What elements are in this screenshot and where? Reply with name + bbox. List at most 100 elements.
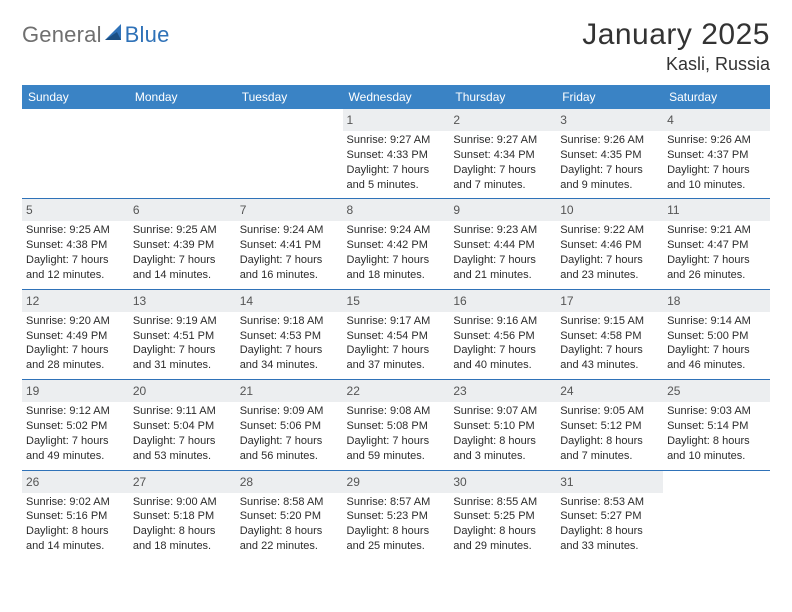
sunrise-line: Sunrise: 9:07 AM [453,404,552,419]
sunrise-line: Sunrise: 9:21 AM [667,223,766,238]
calendar-day-cell: 26 Sunrise: 9:02 AMSunset: 5:16 PMDayligh… [22,470,129,560]
sunset-line: Sunset: 5:04 PM [133,419,232,434]
calendar-day-cell: 7 Sunrise: 9:24 AMSunset: 4:41 PMDaylight… [236,199,343,289]
day-details: Sunrise: 9:27 AMSunset: 4:33 PMDaylight:… [347,133,446,192]
sunset-line: Sunset: 5:12 PM [560,419,659,434]
daylight-line: Daylight: 8 hours and 29 minutes. [453,524,552,554]
sunset-line: Sunset: 4:51 PM [133,329,232,344]
day-details: Sunrise: 9:25 AMSunset: 4:38 PMDaylight:… [26,223,125,282]
weekday-header: Monday [129,85,236,109]
day-number: 15 [347,294,360,308]
sunrise-line: Sunrise: 9:22 AM [560,223,659,238]
sunrise-line: Sunrise: 9:09 AM [240,404,339,419]
day-number: 8 [347,203,354,217]
calendar-day-cell: 3Sunrise: 9:26 AMSunset: 4:35 PMDaylight… [556,109,663,199]
day-number: 22 [347,384,360,398]
sunrise-line: Sunrise: 9:15 AM [560,314,659,329]
day-number: 21 [240,384,253,398]
calendar-day-cell: 1 Sunrise: 9:27 AMSunset: 4:33 PMDaylight… [343,109,450,199]
day-number: 16 [453,294,466,308]
day-number: 4 [667,113,674,127]
sunrise-line: Sunrise: 9:00 AM [133,495,232,510]
sunrise-line: Sunrise: 9:16 AM [453,314,552,329]
sunset-line: Sunset: 4:53 PM [240,329,339,344]
daylight-line: Daylight: 7 hours and 26 minutes. [667,253,766,283]
sunset-line: Sunset: 4:37 PM [667,148,766,163]
calendar-day-cell: 14Sunrise: 9:18 AMSunset: 4:53 PMDayligh… [236,289,343,379]
sunset-line: Sunset: 5:02 PM [26,419,125,434]
day-details: Sunrise: 9:00 AMSunset: 5:18 PMDaylight:… [133,495,232,554]
sunrise-line: Sunrise: 8:53 AM [560,495,659,510]
sunrise-line: Sunrise: 9:17 AM [347,314,446,329]
sunset-line: Sunset: 5:20 PM [240,509,339,524]
day-details: Sunrise: 9:15 AMSunset: 4:58 PMDaylight:… [560,314,659,373]
brand-logo: General Blue [22,18,170,48]
calendar-week-row: 12Sunrise: 9:20 AMSunset: 4:49 PMDayligh… [22,289,770,379]
calendar-day-cell: 22Sunrise: 9:08 AMSunset: 5:08 PMDayligh… [343,380,450,470]
calendar-week-row: 1 Sunrise: 9:27 AMSunset: 4:33 PMDaylight… [22,109,770,199]
day-number: 26 [26,475,39,489]
day-number: 28 [240,475,253,489]
daylight-line: Daylight: 7 hours and 28 minutes. [26,343,125,373]
calendar-day-cell: 27 Sunrise: 9:00 AMSunset: 5:18 PMDayligh… [129,470,236,560]
calendar-day-cell: 8Sunrise: 9:24 AMSunset: 4:42 PMDaylight… [343,199,450,289]
sunset-line: Sunset: 4:49 PM [26,329,125,344]
daylight-line: Daylight: 7 hours and 46 minutes. [667,343,766,373]
sunrise-line: Sunrise: 9:12 AM [26,404,125,419]
sunset-line: Sunset: 4:39 PM [133,238,232,253]
sunset-line: Sunset: 4:34 PM [453,148,552,163]
day-details: Sunrise: 9:26 AMSunset: 4:37 PMDaylight:… [667,133,766,192]
sunset-line: Sunset: 5:10 PM [453,419,552,434]
sunrise-line: Sunrise: 9:02 AM [26,495,125,510]
daylight-line: Daylight: 7 hours and 34 minutes. [240,343,339,373]
day-number: 1 [347,113,354,127]
sunrise-line: Sunrise: 9:27 AM [347,133,446,148]
day-details: Sunrise: 9:24 AMSunset: 4:41 PMDaylight:… [240,223,339,282]
sunset-line: Sunset: 5:18 PM [133,509,232,524]
sunset-line: Sunset: 4:54 PM [347,329,446,344]
sunrise-line: Sunrise: 9:24 AM [240,223,339,238]
daylight-line: Daylight: 7 hours and 37 minutes. [347,343,446,373]
day-number: 6 [133,203,140,217]
day-number: 17 [560,294,573,308]
calendar-week-row: 19 Sunrise: 9:12 AMSunset: 5:02 PM Dayligh… [22,380,770,470]
day-details: Sunrise: 9:26 AMSunset: 4:35 PMDaylight:… [560,133,659,192]
calendar-day-cell: 13Sunrise: 9:19 AMSunset: 4:51 PMDayligh… [129,289,236,379]
sail-icon [105,24,123,40]
daylight-line: Daylight: 7 hours and 43 minutes. [560,343,659,373]
day-details: Sunrise: 9:11 AMSunset: 5:04 PMDaylight:… [133,404,232,463]
weekday-header: Sunday [22,85,129,109]
day-details: Sunrise: 9:21 AMSunset: 4:47 PMDaylight:… [667,223,766,282]
daylight-line: Daylight: 7 hours and 5 minutes. [347,163,446,193]
calendar-week-row: 26 Sunrise: 9:02 AMSunset: 5:16 PMDayligh… [22,470,770,560]
calendar-day-cell: 29Sunrise: 8:57 AMSunset: 5:23 PMDayligh… [343,470,450,560]
sunrise-line: Sunrise: 9:25 AM [26,223,125,238]
sunrise-line: Sunrise: 8:57 AM [347,495,446,510]
calendar-day-cell: 23Sunrise: 9:07 AMSunset: 5:10 PMDayligh… [449,380,556,470]
day-details: Sunrise: 9:03 AMSunset: 5:14 PMDaylight:… [667,404,766,463]
daylight-line: Daylight: 7 hours and 10 minutes. [667,163,766,193]
day-number: 7 [240,203,247,217]
sunset-line: Sunset: 4:47 PM [667,238,766,253]
day-details: Sunrise: 8:57 AMSunset: 5:23 PMDaylight:… [347,495,446,554]
day-number: 9 [453,203,460,217]
calendar-header-row: SundayMondayTuesdayWednesdayThursdayFrid… [22,85,770,109]
day-number: 19 [26,384,39,398]
day-details: Sunrise: 9:14 AMSunset: 5:00 PMDaylight:… [667,314,766,373]
sunset-line: Sunset: 5:25 PM [453,509,552,524]
sunrise-line: Sunrise: 9:18 AM [240,314,339,329]
day-number: 27 [133,475,146,489]
day-number: 18 [667,294,680,308]
day-details: Sunrise: 9:25 AMSunset: 4:39 PMDaylight:… [133,223,232,282]
daylight-line: Daylight: 8 hours and 7 minutes. [560,434,659,464]
calendar-day-cell: 19Sunrise: 9:12 AMSunset: 5:02 PMDayligh… [22,380,129,470]
sunset-line: Sunset: 5:23 PM [347,509,446,524]
sunrise-line: Sunrise: 9:19 AM [133,314,232,329]
day-details: Sunrise: 9:19 AMSunset: 4:51 PMDaylight:… [133,314,232,373]
day-details: Sunrise: 8:55 AMSunset: 5:25 PMDaylight:… [453,495,552,554]
calendar-week-row: 5Sunrise: 9:25 AMSunset: 4:38 PMDaylight… [22,199,770,289]
day-number: 25 [667,384,680,398]
day-details: Sunrise: 9:02 AMSunset: 5:16 PMDaylight:… [26,495,125,554]
brand-part1: General [22,22,102,48]
sunrise-line: Sunrise: 9:26 AM [560,133,659,148]
